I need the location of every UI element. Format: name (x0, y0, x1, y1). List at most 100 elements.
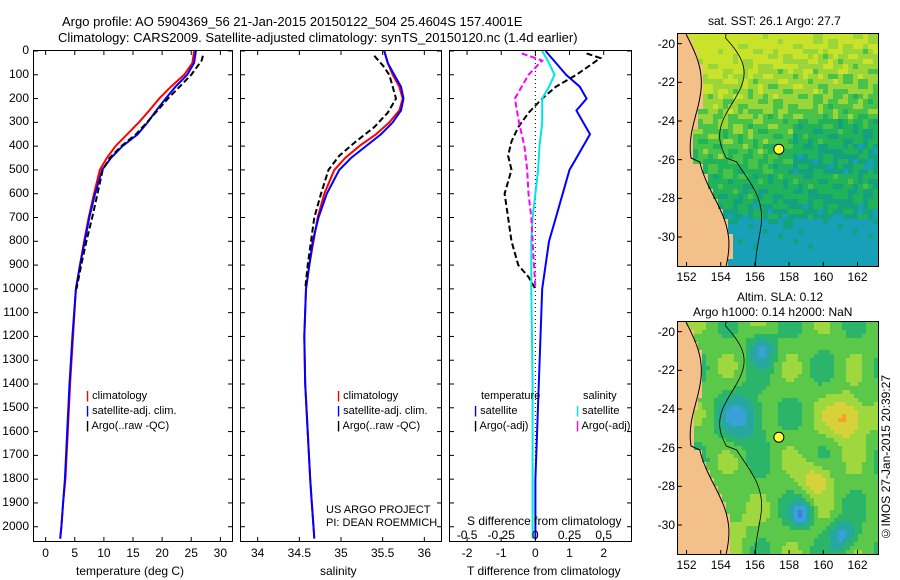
map-cell (763, 209, 768, 214)
map-cell (734, 550, 738, 554)
map-cell (834, 446, 838, 450)
map-cell (698, 402, 702, 406)
map-cell (866, 522, 870, 526)
map-cell (774, 366, 778, 370)
map-cell (848, 239, 853, 244)
map-cell (814, 398, 818, 402)
map-cell (778, 350, 782, 354)
map-cell (838, 159, 843, 164)
map-cell (854, 422, 858, 426)
map-cell (790, 374, 794, 378)
map-cell (742, 322, 746, 326)
map-cell (863, 79, 868, 84)
map-cell (830, 538, 834, 542)
map-cell (753, 194, 758, 199)
map-cell (793, 79, 798, 84)
map-cell (683, 59, 688, 64)
map-cell (798, 129, 803, 134)
map-cell (773, 169, 778, 174)
map-cell (853, 169, 858, 174)
map-cell (838, 149, 843, 154)
map-cell (690, 354, 694, 358)
map-cell (723, 254, 728, 259)
map-cell (790, 434, 794, 438)
map-cell (718, 406, 722, 410)
map-cell (828, 234, 833, 239)
map-cell (826, 346, 830, 350)
map-cell (783, 64, 788, 69)
map-cell (698, 114, 703, 119)
map-cell (726, 350, 730, 354)
map-cell (834, 330, 838, 334)
map-cell (718, 482, 722, 486)
map-cell (746, 338, 750, 342)
map-cell (828, 159, 833, 164)
map-cell (723, 174, 728, 179)
map-cell (830, 550, 834, 554)
map-cell (710, 482, 714, 486)
map-cell (846, 526, 850, 530)
map-cell (708, 144, 713, 149)
map-cell (782, 518, 786, 522)
map-cell (688, 194, 693, 199)
map-cell (853, 119, 858, 124)
map-cell (706, 482, 710, 486)
map-cell (842, 390, 846, 394)
map-cell (750, 526, 754, 530)
map-cell (730, 522, 734, 526)
map-cell (846, 374, 850, 378)
map-cell (850, 406, 854, 410)
map-cell (718, 454, 722, 458)
map-cell (743, 234, 748, 239)
map-cell (794, 426, 798, 430)
map-cell (778, 442, 782, 446)
map-cell (730, 538, 734, 542)
map-cell (708, 209, 713, 214)
map-cell (874, 474, 878, 478)
map-cell (703, 49, 708, 54)
map-cell (758, 414, 762, 418)
map-cell (710, 538, 714, 542)
map-cell (794, 518, 798, 522)
map-cell (758, 494, 762, 498)
map-cell (828, 84, 833, 89)
map-cell (703, 89, 708, 94)
map-cell (698, 34, 703, 39)
map-cell (748, 99, 753, 104)
map-cell (858, 84, 863, 89)
map-cell (743, 84, 748, 89)
map-cell (808, 54, 813, 59)
map-cell (862, 522, 866, 526)
map-cell (842, 498, 846, 502)
map-cell (786, 486, 790, 490)
map-cell (766, 550, 770, 554)
map-cell (718, 346, 722, 350)
map-cell (830, 350, 834, 354)
map-cell (788, 124, 793, 129)
map-cell (838, 382, 842, 386)
map-cell (722, 422, 726, 426)
map-cell (828, 229, 833, 234)
map-cell (810, 538, 814, 542)
map-cell (838, 362, 842, 366)
map-cell (723, 264, 728, 266)
map-cell (738, 244, 743, 249)
map-cell (694, 410, 698, 414)
map-cell (694, 382, 698, 386)
map-cell (834, 538, 838, 542)
map-cell (773, 84, 778, 89)
map-cell (698, 322, 702, 326)
map-cell (718, 254, 723, 259)
map-cell (758, 249, 763, 254)
map-cell (810, 550, 814, 554)
map-cell (738, 542, 742, 546)
map-cell (802, 374, 806, 378)
map-cell (866, 390, 870, 394)
map-cell (734, 334, 738, 338)
map-cell (688, 34, 693, 39)
map-cell (862, 438, 866, 442)
map-cell (838, 114, 843, 119)
map-cell (870, 398, 874, 402)
map-cell (693, 159, 698, 164)
map-cell (803, 219, 808, 224)
